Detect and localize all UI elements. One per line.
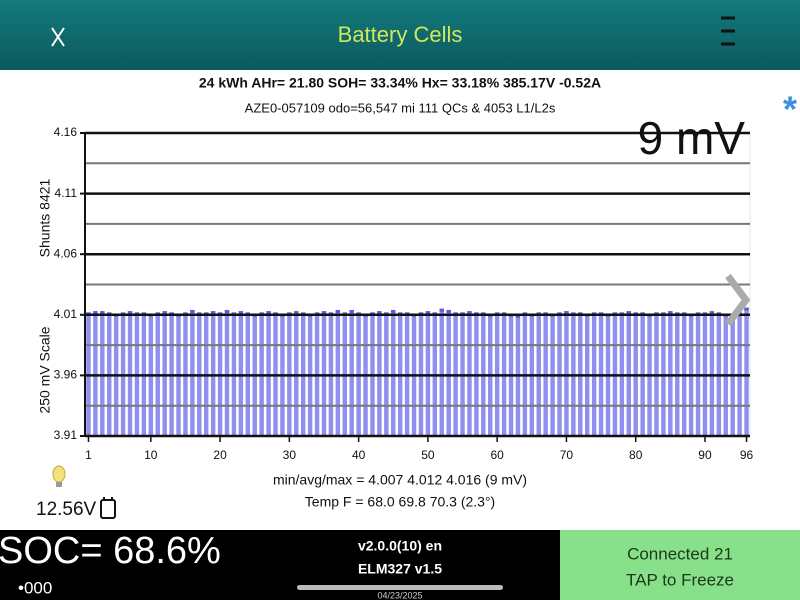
next-arrow[interactable] — [725, 273, 751, 327]
info-line: 24 kWh AHr= 21.80 SOH= 33.34% Hx= 33.18%… — [199, 75, 601, 91]
cell-bar — [210, 311, 216, 436]
stats-line: Temp F = 68.0 69.8 70.3 (2.3°) — [305, 494, 495, 510]
spread-annotation: 9 mV — [638, 112, 746, 164]
cell-bar-top — [162, 311, 167, 315]
cell-bar — [439, 308, 444, 436]
header-title: Battery Cells — [338, 22, 463, 47]
close-button[interactable] — [51, 27, 65, 47]
cell-chart: 3.91 3.96 4.01 4.06 4.11 4.16 1 10 20 30 40 50 60 70 8… — [54, 125, 754, 462]
freeze-action: TAP to Freeze — [626, 570, 734, 589]
cell-bar-top — [515, 314, 521, 318]
cell-bar — [190, 309, 195, 436]
x-tick-label: 70 — [560, 448, 574, 462]
cell-bar — [349, 309, 354, 436]
cell-bar — [744, 307, 749, 436]
cell-bar — [266, 311, 271, 436]
cell-bar-top — [335, 309, 341, 313]
cell-bar-top — [224, 309, 230, 313]
cell-bar-top — [190, 309, 195, 313]
cell-bar-top — [668, 311, 673, 315]
cell-bar — [294, 311, 299, 436]
cell-bar — [100, 311, 105, 436]
x-tick-label: 1 — [85, 448, 92, 462]
y-tick-label: 4.16 — [54, 125, 78, 139]
y-tick-label: 4.06 — [54, 246, 78, 260]
home-indicator — [297, 585, 503, 590]
y-tick-label: 4.01 — [54, 307, 78, 321]
cell-bar — [377, 311, 382, 436]
bulb-icon — [52, 465, 66, 487]
soc-sub: •000 — [18, 578, 52, 597]
cell-bar-top — [391, 309, 396, 313]
x-tick-label: 40 — [352, 448, 366, 462]
soc: SOC= 68.6% — [0, 530, 221, 572]
cell-bar-top — [564, 311, 569, 315]
y-tick-label: 4.11 — [55, 186, 78, 200]
cell-bar-top — [439, 308, 444, 312]
cell-bar-top — [321, 311, 327, 315]
cell-bar — [668, 311, 673, 436]
cell-bar-top — [93, 311, 98, 315]
cell-bar — [730, 318, 735, 436]
cell-bar-top — [377, 311, 382, 315]
cell-bar — [564, 311, 569, 436]
y-tick-label: 3.96 — [54, 368, 78, 382]
stats-line: min/avg/max = 4.007 4.012 4.016 (9 mV) — [273, 472, 527, 488]
cell-bar — [224, 309, 230, 436]
cell-bar-top — [238, 311, 244, 315]
info-line: AZE0-057109 odo=56,547 mi 111 QCs & 4053… — [245, 100, 556, 115]
cell-bar — [93, 311, 98, 436]
x-tick-label: 20 — [213, 448, 227, 462]
cell-bar-top — [425, 311, 431, 315]
bluetooth-icon[interactable]: * — [783, 89, 797, 130]
cell-bar-top — [294, 311, 299, 315]
cell-bar-top — [127, 311, 133, 315]
cell-bar — [446, 309, 451, 436]
y-axis-label: 250 mV Scale — [37, 326, 53, 413]
y-axis-label: Shunts 8421 — [37, 178, 53, 257]
cell-bar-top — [446, 309, 451, 313]
cell-bar — [162, 311, 167, 436]
cell-bar — [391, 309, 396, 436]
x-tick-label: 80 — [629, 448, 643, 462]
x-tick-label: 90 — [698, 448, 712, 462]
adapter-version: ELM327 v1.5 — [358, 561, 442, 577]
date: 04/23/2025 — [377, 590, 422, 600]
aux-battery-voltage: 12.56V — [36, 499, 97, 520]
cell-bar — [335, 309, 341, 436]
x-tick-label: 60 — [490, 448, 504, 462]
cell-bar-top — [100, 311, 105, 315]
cell-bar-top — [349, 309, 354, 313]
y-tick-label: 3.91 — [54, 428, 78, 442]
cell-bar — [127, 311, 133, 436]
cell-bar-top — [744, 307, 749, 311]
cell-bar — [321, 311, 327, 436]
cell-bar-top — [709, 311, 715, 315]
x-tick-label: 30 — [283, 448, 297, 462]
cell-bar — [425, 311, 431, 436]
x-tick-label: 10 — [144, 448, 158, 462]
x-tick-label: 96 — [740, 448, 754, 462]
x-tick-label: 50 — [421, 448, 435, 462]
cell-bar — [238, 311, 244, 436]
cell-bar — [467, 311, 472, 436]
cell-bar — [709, 311, 715, 436]
freeze-button[interactable] — [560, 530, 800, 600]
cell-bar-top — [467, 311, 472, 315]
cell-bar-top — [266, 311, 271, 315]
cell-bar-top — [210, 311, 216, 315]
app-version: v2.0.0(10) en — [358, 538, 442, 554]
header-bar — [0, 0, 800, 70]
cell-bar-top — [626, 311, 631, 315]
cell-bar — [626, 311, 631, 436]
connection-status: Connected 21 — [627, 544, 733, 563]
menu-button[interactable] — [721, 16, 735, 46]
battery-icon — [100, 497, 116, 519]
